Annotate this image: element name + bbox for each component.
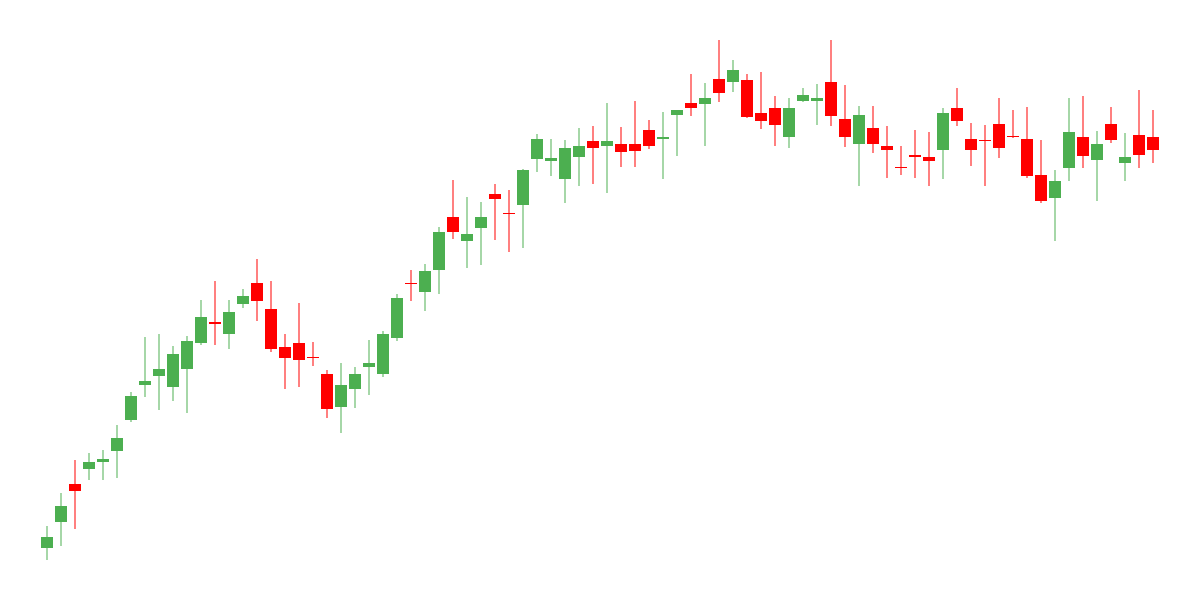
candle-body: [545, 158, 557, 161]
candle-body: [139, 381, 151, 385]
candle-body: [923, 157, 935, 161]
candle-body: [335, 385, 347, 407]
candle-body: [433, 232, 445, 270]
candle-body: [97, 459, 109, 462]
candle-body: [125, 396, 137, 420]
candle-body: [629, 144, 641, 151]
candle-body: [111, 438, 123, 451]
candle-body: [1091, 144, 1103, 160]
candle-body: [601, 141, 613, 146]
candle-body: [1063, 132, 1075, 168]
candle-body: [867, 128, 879, 144]
candle-body: [447, 217, 459, 232]
candle-body: [69, 484, 81, 491]
candle-body: [937, 113, 949, 150]
candle-body: [1035, 175, 1047, 201]
candle-body: [41, 537, 53, 548]
candle-body: [741, 80, 753, 117]
candle-body: [839, 119, 851, 137]
candle-body: [517, 170, 529, 205]
candle-body: [643, 130, 655, 146]
candle-body: [265, 309, 277, 349]
candle-body: [587, 141, 599, 148]
candle-body: [825, 82, 837, 116]
candle-body: [713, 79, 725, 93]
candle-body: [461, 234, 473, 241]
candle-body: [293, 343, 305, 360]
candle-body: [419, 271, 431, 292]
candle-body: [769, 108, 781, 125]
candle-body: [531, 139, 543, 159]
candle-body: [223, 312, 235, 334]
candle-body: [251, 283, 263, 301]
candle-body: [671, 110, 683, 115]
candle-body: [349, 374, 361, 389]
candle-body: [363, 363, 375, 367]
candle-body: [1133, 135, 1145, 155]
candle-body: [755, 113, 767, 121]
candle-body: [167, 354, 179, 387]
candle-body: [797, 95, 809, 101]
candle-body: [657, 137, 669, 139]
candle-body: [321, 374, 333, 409]
candle-body: [1147, 137, 1159, 150]
candle-body: [237, 296, 249, 304]
candle-body: [405, 283, 417, 284]
candle-body: [685, 103, 697, 108]
candle-body: [1007, 136, 1019, 137]
candle-body: [699, 98, 711, 104]
candle-body: [55, 506, 67, 522]
candle-body: [1077, 137, 1089, 156]
candle-body: [979, 140, 991, 141]
candle-body: [377, 334, 389, 374]
candle-body: [83, 462, 95, 469]
candle-body: [615, 144, 627, 152]
candle-body: [573, 146, 585, 157]
candle-body: [1105, 124, 1117, 140]
candle-body: [951, 108, 963, 121]
candle-body: [475, 217, 487, 228]
candle-body: [195, 317, 207, 343]
candle-body: [209, 322, 221, 324]
candle-body: [1021, 139, 1033, 176]
candle-body: [909, 155, 921, 157]
candle-body: [307, 357, 319, 358]
candle-body: [853, 115, 865, 144]
candle-body: [489, 194, 501, 199]
candle-body: [895, 167, 907, 168]
candle-body: [279, 347, 291, 358]
candle-body: [559, 148, 571, 179]
candle-body: [783, 108, 795, 137]
candle-body: [503, 213, 515, 214]
candle-body: [811, 98, 823, 101]
candle-body: [1119, 157, 1131, 163]
candle-body: [153, 369, 165, 376]
candle-body: [1049, 181, 1061, 198]
candle-body: [727, 70, 739, 82]
candle-body: [391, 298, 403, 338]
candle-body: [993, 124, 1005, 148]
candle-body: [965, 139, 977, 150]
candle-body: [181, 341, 193, 369]
candle-body: [881, 146, 893, 150]
